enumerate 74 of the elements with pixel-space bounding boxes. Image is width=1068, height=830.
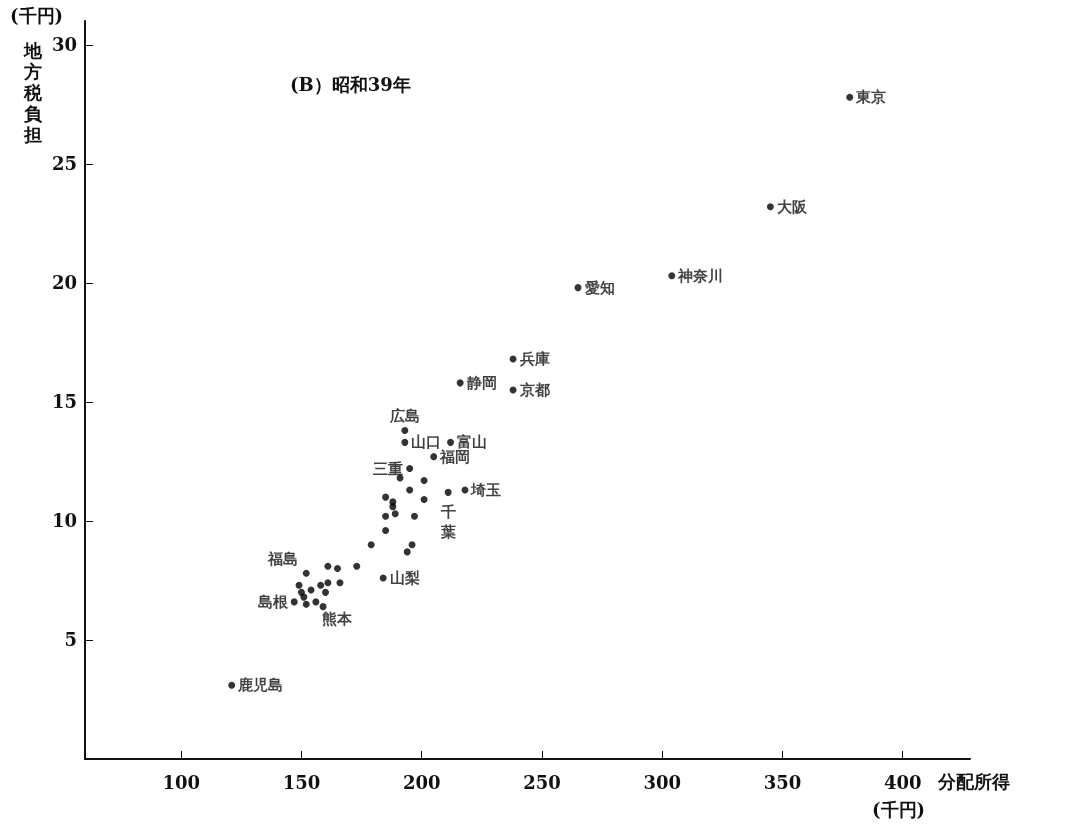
point xyxy=(312,598,320,606)
point xyxy=(430,453,438,461)
point xyxy=(403,548,411,556)
text: (B）昭和39年 xyxy=(290,73,411,95)
point xyxy=(228,681,236,689)
point xyxy=(401,438,409,446)
point xyxy=(334,565,342,573)
point xyxy=(420,496,428,504)
data-label: 鹿児島 xyxy=(237,676,284,695)
data-label: 静岡 xyxy=(465,373,497,392)
y-axis-title: 地方税負担 xyxy=(23,40,43,145)
point xyxy=(408,541,416,549)
point xyxy=(420,476,428,484)
data-label: 兵庫 xyxy=(518,350,550,369)
point xyxy=(302,569,310,577)
point xyxy=(410,512,418,520)
point xyxy=(302,600,310,608)
point xyxy=(766,203,774,211)
y-tick-label: 30 xyxy=(51,34,77,56)
point xyxy=(322,588,329,596)
point xyxy=(447,438,455,446)
data-label: 京都 xyxy=(518,381,550,399)
y-tick-label: 25 xyxy=(51,153,77,175)
point xyxy=(456,379,464,387)
point xyxy=(406,486,414,494)
point xyxy=(353,562,361,570)
y-tick-label: 10 xyxy=(51,510,77,532)
point xyxy=(319,603,327,611)
data-label: 山口 xyxy=(411,433,442,452)
data-label: 熊本 xyxy=(322,609,354,628)
point xyxy=(401,426,409,434)
point xyxy=(367,541,375,549)
x-tick-label: 350 xyxy=(763,771,802,793)
y-tick-label: 15 xyxy=(51,391,77,413)
data-label: 千葉 xyxy=(439,502,456,541)
x-tick-label: 100 xyxy=(162,771,200,793)
data-label: 愛知 xyxy=(584,278,615,297)
point xyxy=(382,512,390,520)
point xyxy=(382,493,390,501)
data-label: 埼玉 xyxy=(470,480,502,499)
point xyxy=(324,562,332,570)
point xyxy=(574,284,582,292)
data-label: 広島 xyxy=(388,407,420,426)
point xyxy=(406,465,414,473)
x-tick-label: 200 xyxy=(402,771,441,793)
y-tick-label: 20 xyxy=(51,272,77,294)
point xyxy=(444,488,452,496)
point xyxy=(379,574,387,582)
x-tick-label: 150 xyxy=(282,771,321,793)
text: (千円) xyxy=(10,4,64,28)
point xyxy=(846,93,854,101)
point xyxy=(391,510,399,518)
y-tick-label: 5 xyxy=(64,629,77,651)
point xyxy=(317,581,325,589)
point xyxy=(300,593,308,601)
data-label: 山梨 xyxy=(389,569,420,588)
x-tick-label: 400 xyxy=(883,771,922,793)
point xyxy=(668,272,676,280)
x-tick-label: 250 xyxy=(523,771,561,793)
point xyxy=(389,503,397,511)
x-axis-title: 分配所得 xyxy=(937,770,1010,792)
x-tick-label: 300 xyxy=(643,771,681,793)
point xyxy=(336,579,344,587)
text: (千円) xyxy=(872,798,926,822)
data-label: 大阪 xyxy=(776,197,808,216)
point xyxy=(324,579,332,587)
data-label: 神奈川 xyxy=(677,266,724,285)
data-label: 福島 xyxy=(266,550,298,569)
point xyxy=(295,581,303,589)
data-label: 三重 xyxy=(373,459,404,478)
point xyxy=(290,598,298,606)
point xyxy=(382,526,390,534)
data-label: 島根 xyxy=(257,592,289,611)
data-label: 東京 xyxy=(855,88,887,107)
